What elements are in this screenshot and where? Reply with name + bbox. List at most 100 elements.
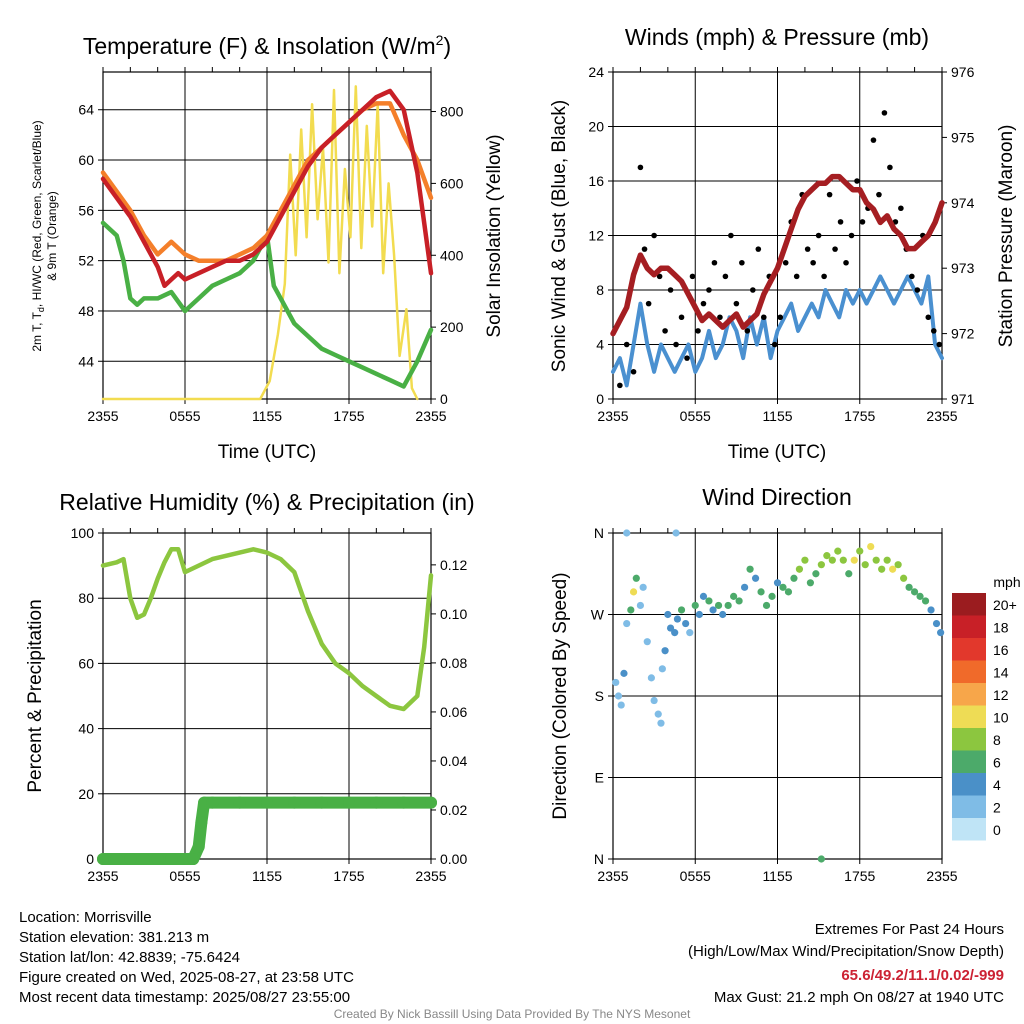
gust-point xyxy=(645,300,652,307)
x-tick-label: 1755 xyxy=(844,408,875,424)
direction-point xyxy=(636,601,645,610)
x-tick-label: 1755 xyxy=(844,868,875,884)
legend-swatch xyxy=(952,660,986,683)
legend-label: 10 xyxy=(993,710,1009,726)
gust-point xyxy=(700,300,707,307)
direction-point xyxy=(900,574,908,582)
legend-swatch xyxy=(952,750,986,773)
gust-point xyxy=(641,246,648,252)
direction-point xyxy=(682,619,690,628)
x-tick-label: 1155 xyxy=(762,408,792,424)
precip-point xyxy=(315,796,328,809)
temp2m-line xyxy=(100,88,434,289)
x-tick-label: 1155 xyxy=(762,868,792,884)
legend-label: 16 xyxy=(993,642,1009,658)
direction-point xyxy=(773,579,782,587)
direction-point xyxy=(671,629,679,637)
direction-point xyxy=(741,583,749,591)
y-right-tick-label: 0.00 xyxy=(440,851,467,867)
legend-swatch xyxy=(952,683,986,706)
direction-point xyxy=(699,592,708,600)
direction-point xyxy=(629,588,638,596)
y-left-label: Sonic Wind & Gust (Blue, Black) xyxy=(549,100,570,372)
direction-point xyxy=(867,542,875,551)
direction-point xyxy=(746,565,754,573)
gust-point xyxy=(722,273,729,280)
gust-point xyxy=(854,178,860,184)
y-right-tick-label: 800 xyxy=(440,104,464,120)
direction-point xyxy=(724,601,732,610)
direction-point xyxy=(757,588,765,596)
gust-point xyxy=(755,246,762,252)
direction-point xyxy=(617,701,625,709)
gust-point xyxy=(706,287,712,293)
direction-point xyxy=(719,610,727,619)
direction-point xyxy=(812,570,820,578)
y-right-label: Solar Insolation (Yellow) xyxy=(484,134,505,337)
direction-point xyxy=(817,855,825,863)
title-main: Temperature (F) & Insolation (W/m xyxy=(83,33,436,59)
gust-point xyxy=(793,273,800,280)
gust-point xyxy=(684,355,690,361)
precip-point xyxy=(195,816,208,829)
x-tick-label: 1755 xyxy=(333,408,364,424)
direction-point xyxy=(730,592,738,600)
y-left-label-line2: & 9m T (Orange) xyxy=(45,191,59,281)
gust-point xyxy=(630,368,637,375)
direction-point xyxy=(654,710,662,718)
y-left-tick-label: 44 xyxy=(78,353,94,369)
direction-point xyxy=(828,556,836,564)
precip-point xyxy=(343,796,355,809)
direction-point xyxy=(714,601,723,610)
y-left-label-part: d xyxy=(36,307,46,312)
station-elevation: Station elevation: 381.213 m xyxy=(19,929,209,946)
gust-point xyxy=(662,328,668,334)
y-left-label-part: , HI/WC (Red, Green, Scarlet/Blue) xyxy=(30,120,44,307)
temperature-panel: 2355 0555 1155 1755 2355 44 48 52 56 60 64 0 200 400 6… xyxy=(30,32,505,463)
y-right-tick-label: 975 xyxy=(951,129,975,145)
credit-line: Created By Nick Bassill Using Data Provi… xyxy=(334,1007,691,1021)
y-left-label: 2m T, Td, HI/WC (Red, Green, Scarlet/Blu… xyxy=(30,120,46,351)
gust-point xyxy=(898,205,904,212)
direction-point xyxy=(751,574,760,582)
legend-title: mph xyxy=(993,574,1020,590)
legend-label: 14 xyxy=(993,665,1009,681)
direction-point xyxy=(705,597,713,605)
gust-point xyxy=(925,314,932,321)
direction-point xyxy=(664,610,672,619)
y-right-tick-label: 0.08 xyxy=(440,655,467,671)
gust-point xyxy=(909,273,915,280)
gust-point xyxy=(695,328,701,334)
direction-point xyxy=(643,638,651,646)
extremes-subheading: (High/Low/Max Wind/Precipitation/Snow De… xyxy=(688,943,1004,960)
gust-point xyxy=(673,341,679,348)
direction-point xyxy=(623,529,631,537)
y-left-tick-label: 20 xyxy=(588,119,604,135)
legend-label: 0 xyxy=(993,822,1001,838)
gust-point xyxy=(832,246,838,252)
y-left-label: Percent & Precipitation xyxy=(25,599,46,792)
legend-label: 18 xyxy=(993,620,1009,636)
gust-point xyxy=(821,273,827,280)
gust-point xyxy=(717,314,723,321)
y-right-tick-label: 600 xyxy=(440,175,464,191)
direction-point xyxy=(905,583,913,591)
gust-point xyxy=(623,341,630,348)
x-tick-label: 2355 xyxy=(415,408,446,424)
x-tick-label: 0555 xyxy=(169,868,200,884)
y-right-tick-label: 0.10 xyxy=(440,606,467,622)
y-left-tick-label: 64 xyxy=(78,102,94,118)
gust-point xyxy=(728,232,734,239)
gust-point xyxy=(859,219,866,225)
direction-point xyxy=(839,556,847,564)
gust-point xyxy=(843,259,849,266)
gust-point xyxy=(914,287,921,293)
legend-label: 8 xyxy=(993,732,1001,748)
y-left-tick-label: N xyxy=(594,851,604,867)
gust-point xyxy=(936,341,943,348)
y-left-tick-label: 0 xyxy=(596,391,604,407)
gust-point xyxy=(711,259,718,266)
y-left-tick-label: 60 xyxy=(78,152,94,168)
y-left-tick-label: 4 xyxy=(596,337,604,353)
